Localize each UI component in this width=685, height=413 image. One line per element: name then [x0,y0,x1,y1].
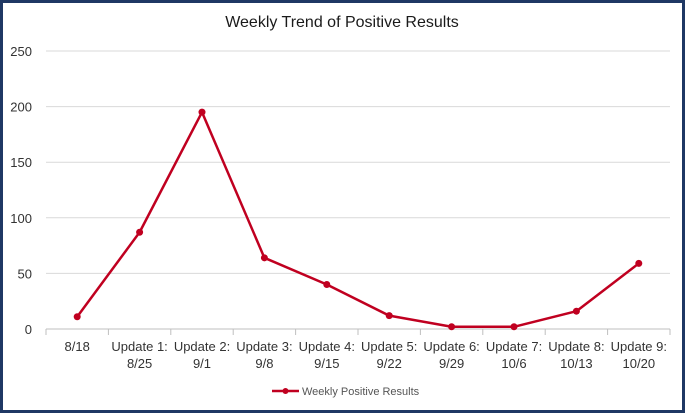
x-tick-label: Update 8: 10/13 [548,339,604,371]
y-tick-label: 50 [18,266,32,281]
series-line [76,110,640,329]
y-tick-label: 200 [10,100,32,115]
y-tick-label: 150 [10,155,32,170]
y-tick-label: 0 [25,322,32,337]
data-point [198,108,206,116]
chart-title: Weekly Trend of Positive Results [225,14,459,31]
x-tick-label: Update 6: 9/29 [423,339,479,371]
x-tick-label: 8/18 [65,339,90,354]
gridlines [45,50,671,335]
x-tick-label: Update 4: 9/15 [299,339,355,371]
y-tick-label: 250 [10,44,32,59]
y-tick-label: 100 [10,211,32,226]
series-layer [73,108,643,331]
data-point [260,254,268,262]
x-tick-label: Update 3: 9/8 [236,339,292,371]
data-point [635,259,643,267]
x-tick-label: Update 7: 10/6 [486,339,542,371]
data-point [385,312,393,320]
legend-marker-swatch [282,388,289,394]
data-point [572,307,580,315]
x-tick-label: Update 5: 9/22 [361,339,417,371]
legend-label: Weekly Positive Results [302,386,420,398]
x-tick-label: Update 2: 9/1 [174,339,230,371]
data-point [73,313,81,321]
data-point [323,281,331,289]
data-point [510,323,518,331]
data-point [136,228,144,236]
data-point [448,323,456,331]
legend: Weekly Positive Results [272,386,420,398]
x-tick-label: Update 9: 10/20 [611,339,667,371]
x-tick-label: Update 1: 8/25 [111,339,167,371]
y-axis-ticks: 0 50 100 150 200 250 [10,44,32,337]
